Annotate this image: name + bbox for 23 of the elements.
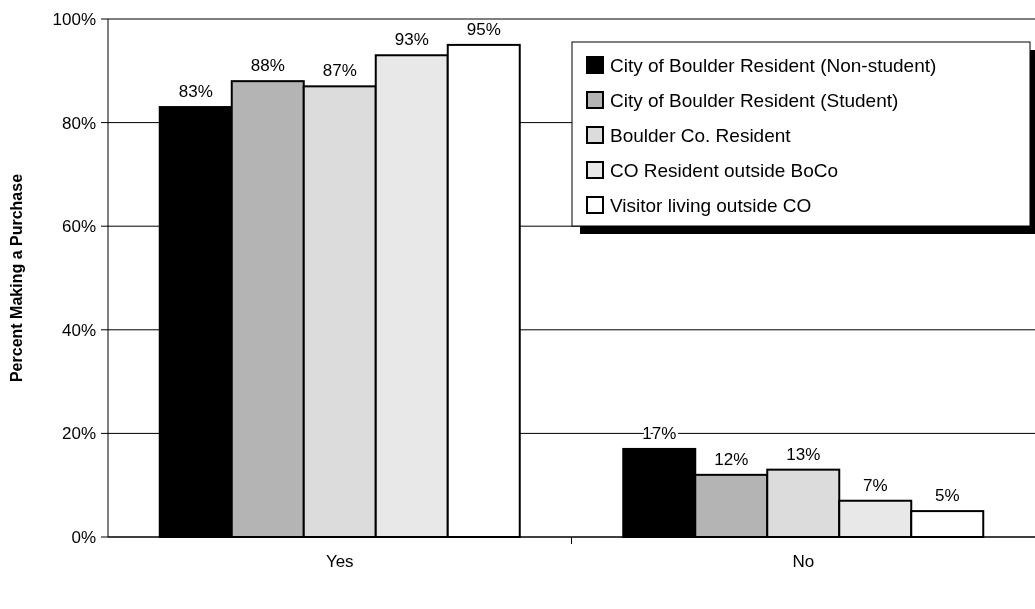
legend-label: CO Resident outside BoCo [610,159,839,181]
legend-label: City of Boulder Resident (Non-student) [610,54,937,76]
y-tick-label: 80% [61,113,96,133]
data-label: 7% [862,475,888,495]
legend-label: Visitor living outside CO [610,194,812,216]
data-label: 83% [178,82,213,102]
y-tick-label: 20% [61,424,96,444]
y-axis-title: Percent Making a Purchase [8,173,25,383]
legend-label: Boulder Co. Resident [610,124,792,146]
x-tick-label: Yes [325,552,354,571]
data-label: 87% [322,61,357,81]
data-label: 5% [934,486,960,506]
y-tick-label: 40% [61,320,96,340]
data-label: 93% [394,30,429,50]
y-tick-label: 0% [71,527,96,547]
y-tick-label: 100% [52,9,96,29]
y-tick-label: 60% [61,217,96,237]
data-label: 88% [250,56,285,76]
data-label: 95% [466,19,501,39]
legend-label: City of Boulder Resident (Student) [610,89,899,111]
x-tick-label: No [792,552,815,571]
data-label: 13% [786,444,821,464]
data-label: 12% [714,449,749,469]
